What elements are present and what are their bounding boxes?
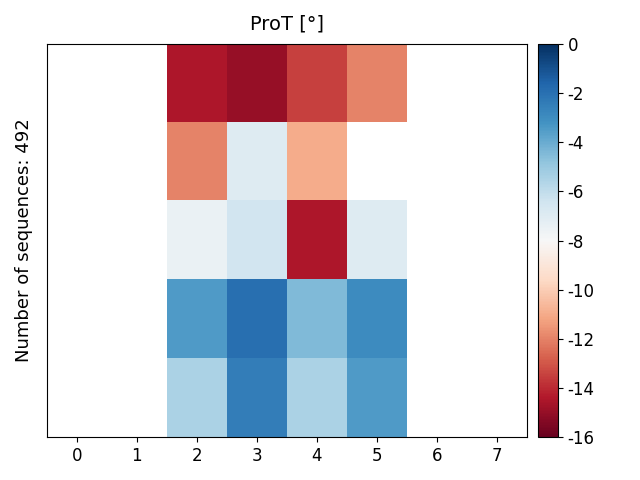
Title: ProT [°]: ProT [°] bbox=[250, 15, 324, 34]
Y-axis label: Number of sequences: 492: Number of sequences: 492 bbox=[15, 119, 33, 362]
